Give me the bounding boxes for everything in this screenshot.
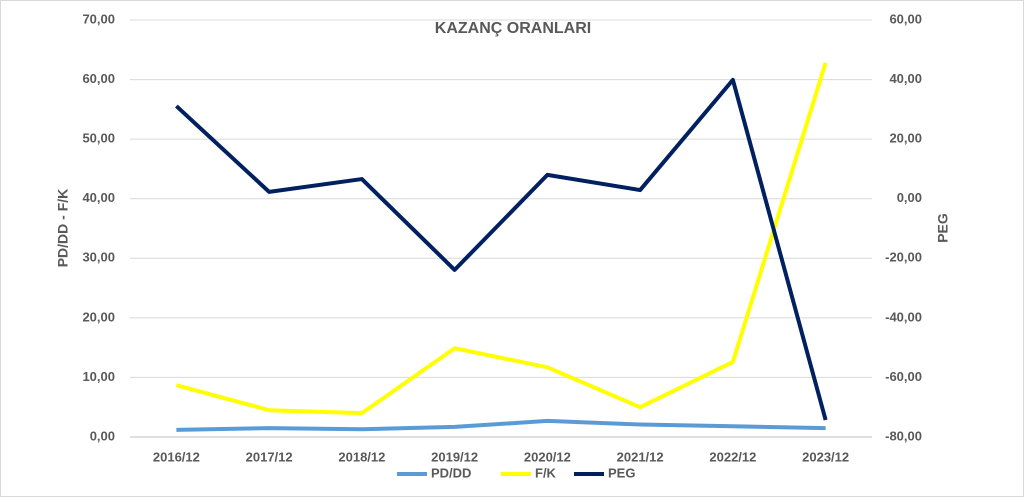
y-tick-label: 40,00: [82, 190, 115, 205]
y-tick-label: 50,00: [82, 131, 115, 146]
x-tick-label: 2019/12: [431, 449, 478, 464]
x-tick-label: 2021/12: [617, 449, 664, 464]
y-tick-label: 60,00: [82, 71, 115, 86]
y-tick-label: 10,00: [82, 369, 115, 384]
x-tick-label: 2022/12: [709, 449, 756, 464]
y2-tick-label: -80,00: [885, 428, 922, 443]
y2-axis-title: PEG: [935, 213, 951, 243]
legend-label: PD/DD: [431, 465, 471, 480]
series-line: [175, 62, 828, 416]
y2-tick-label: 40,00: [889, 71, 922, 86]
chart-title: KAZANÇ ORANLARI: [435, 20, 591, 37]
y-tick-label: 20,00: [82, 309, 115, 324]
y-tick-label: 0,00: [90, 428, 115, 443]
x-tick-label: 2023/12: [802, 449, 849, 464]
x-tick-label: 2018/12: [338, 449, 385, 464]
y2-tick-label: 20,00: [889, 131, 922, 146]
series-line: [176, 418, 826, 432]
y-tick-label: 70,00: [82, 11, 115, 26]
series-line: [175, 77, 828, 421]
y-tick-label: 30,00: [82, 250, 115, 265]
y2-tick-label: 60,00: [889, 11, 922, 26]
y-axis-title: PD/DD - F/K: [55, 189, 71, 268]
y2-tick-label: -20,00: [885, 250, 922, 265]
y2-tick-label: -40,00: [885, 309, 922, 324]
x-tick-label: 2017/12: [246, 449, 293, 464]
y2-tick-label: 0,00: [897, 190, 922, 205]
legend-label: PEG: [608, 465, 635, 480]
y2-tick-label: -60,00: [885, 369, 922, 384]
x-tick-label: 2020/12: [524, 449, 571, 464]
x-tick-label: 2016/12: [153, 449, 200, 464]
legend-label: F/K: [535, 465, 557, 480]
